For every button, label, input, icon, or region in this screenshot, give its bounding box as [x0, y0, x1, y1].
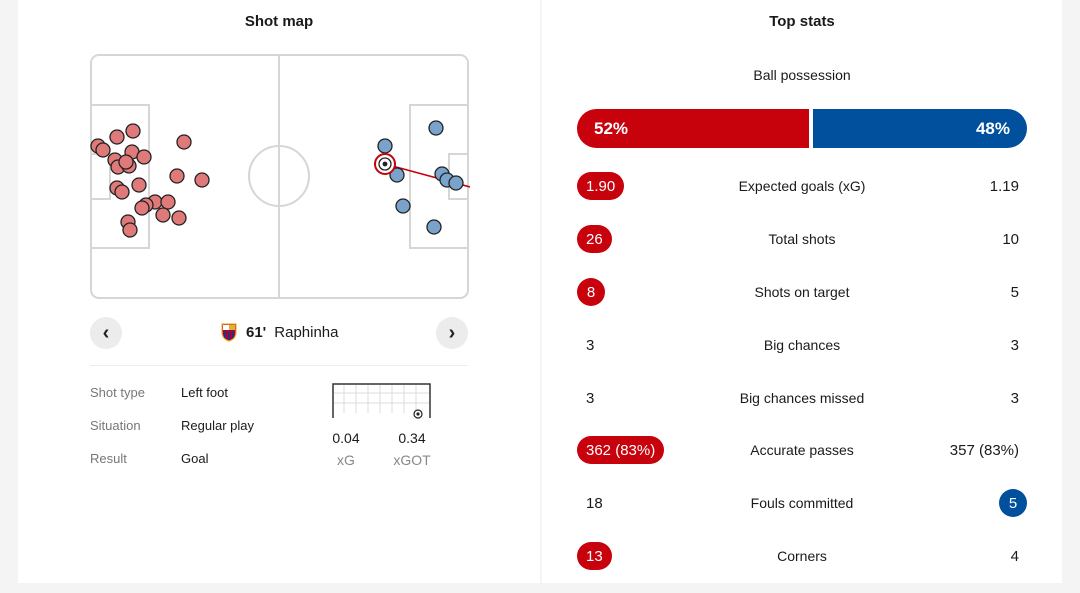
stat-home-value: 8 — [577, 278, 605, 306]
away-shot-marker[interactable] — [389, 167, 405, 183]
stat-name: Big chances — [763, 337, 841, 353]
stat-row: Expected goals (xG) 1.90 1.19 — [577, 172, 1027, 200]
stat-away-value: 1.19 — [989, 177, 1019, 195]
shots-layer — [90, 120, 470, 238]
home-shot-marker[interactable] — [118, 154, 134, 170]
home-shot-marker[interactable] — [169, 168, 185, 184]
home-shot-marker[interactable] — [136, 149, 152, 165]
home-shot-marker[interactable] — [109, 129, 125, 145]
away-shot-marker[interactable] — [426, 219, 442, 235]
home-shot-marker[interactable] — [95, 142, 111, 158]
stat-away-value: 357 (83%) — [949, 441, 1019, 459]
situation-value: Regular play — [181, 418, 254, 433]
stat-name: Accurate passes — [750, 442, 854, 458]
top-stats-title: Top stats — [769, 13, 835, 30]
stat-home-value: 3 — [586, 389, 595, 407]
xgot-stat: 0.34 xGOT — [382, 430, 442, 468]
shot-type-row: Shot type Left foot — [90, 385, 228, 400]
stat-home-value: 13 — [577, 542, 612, 570]
xg-stat: 0.04 xG — [316, 430, 376, 468]
situation-row: Situation Regular play — [90, 418, 254, 433]
stat-home-value: 3 — [586, 336, 595, 354]
selected-shot-label: 61' Raphinha — [220, 320, 338, 344]
home-shot-marker[interactable] — [160, 194, 176, 210]
home-shot-marker[interactable] — [125, 123, 141, 139]
stat-row: Shots on target 8 5 — [577, 278, 1027, 306]
possession-label: Ball possession — [753, 67, 851, 83]
barcelona-crest-icon — [221, 323, 237, 342]
stat-name: Expected goals (xG) — [738, 178, 866, 194]
home-shot-marker[interactable] — [194, 172, 210, 188]
next-shot-button[interactable]: › — [436, 317, 468, 349]
stat-row: Big chances 3 3 — [577, 331, 1027, 359]
stat-name: Big chances missed — [739, 390, 865, 406]
stat-row: Corners 13 4 — [577, 542, 1027, 570]
stat-away-value: 5 — [1010, 283, 1019, 301]
result-row: Result Goal — [90, 451, 208, 466]
home-shot-marker[interactable] — [134, 200, 150, 216]
situation-key: Situation — [90, 418, 141, 433]
shot-map-card: Shot map ‹ 61' Raphinha › Shot type Left… — [18, 0, 540, 583]
stat-away-value: 5 — [999, 489, 1027, 517]
possession-away: 48% — [813, 109, 1027, 148]
shot-player: Raphinha — [274, 323, 339, 341]
stat-name: Shots on target — [754, 284, 850, 300]
pitch[interactable] — [90, 54, 470, 300]
stat-name: Corners — [777, 548, 827, 564]
away-shot-marker[interactable] — [448, 175, 464, 191]
xgot-value: 0.34 — [398, 430, 426, 446]
home-shot-marker[interactable] — [155, 207, 171, 223]
previous-shot-button[interactable]: ‹ — [90, 317, 122, 349]
home-shot-marker[interactable] — [114, 184, 130, 200]
away-shot-marker[interactable] — [395, 198, 411, 214]
stat-away-value: 3 — [1010, 336, 1019, 354]
stat-away-value: 10 — [1002, 230, 1019, 248]
goal-frame-icon — [332, 383, 431, 419]
home-shot-marker[interactable] — [122, 222, 138, 238]
away-shot-marker[interactable] — [428, 120, 444, 136]
top-stats-card: Top stats Ball possession 52% 48% Expect… — [542, 0, 1062, 583]
stat-home-value: 18 — [586, 494, 603, 512]
stat-row: Total shots 26 10 — [577, 225, 1027, 253]
stat-away-value: 3 — [1010, 389, 1019, 407]
stat-home-value: 26 — [577, 225, 612, 253]
shot-map-title: Shot map — [244, 13, 314, 30]
stat-name: Fouls committed — [750, 495, 854, 511]
selected-shot-marker[interactable] — [374, 153, 396, 175]
xg-value: 0.04 — [332, 430, 360, 446]
home-shot-marker[interactable] — [176, 134, 192, 150]
stat-name: Total shots — [768, 231, 836, 247]
home-shot-marker[interactable] — [171, 210, 187, 226]
shot-type-value: Left foot — [181, 385, 228, 400]
stat-row: Big chances missed 3 3 — [577, 384, 1027, 412]
center-circle — [248, 145, 310, 207]
possession-home: 52% — [577, 109, 810, 148]
result-key: Result — [90, 451, 127, 466]
stat-home-value: 1.90 — [577, 172, 625, 200]
stat-row: Accurate passes 362 (83%) 357 (83%) — [577, 436, 1027, 464]
home-shot-marker[interactable] — [131, 177, 147, 193]
result-value: Goal — [181, 451, 209, 466]
xgot-label: xGOT — [393, 452, 431, 468]
possession-bar: 52% 48% — [577, 109, 1027, 148]
divider — [90, 365, 468, 366]
shot-type-key: Shot type — [90, 385, 145, 400]
stat-away-value: 4 — [1010, 547, 1019, 565]
stat-home-value: 362 (83%) — [577, 436, 665, 464]
away-shot-marker[interactable] — [377, 138, 393, 154]
stat-row: Fouls committed 18 5 — [577, 489, 1027, 517]
shot-minute: 61' — [246, 323, 267, 341]
xg-label: xG — [337, 452, 355, 468]
